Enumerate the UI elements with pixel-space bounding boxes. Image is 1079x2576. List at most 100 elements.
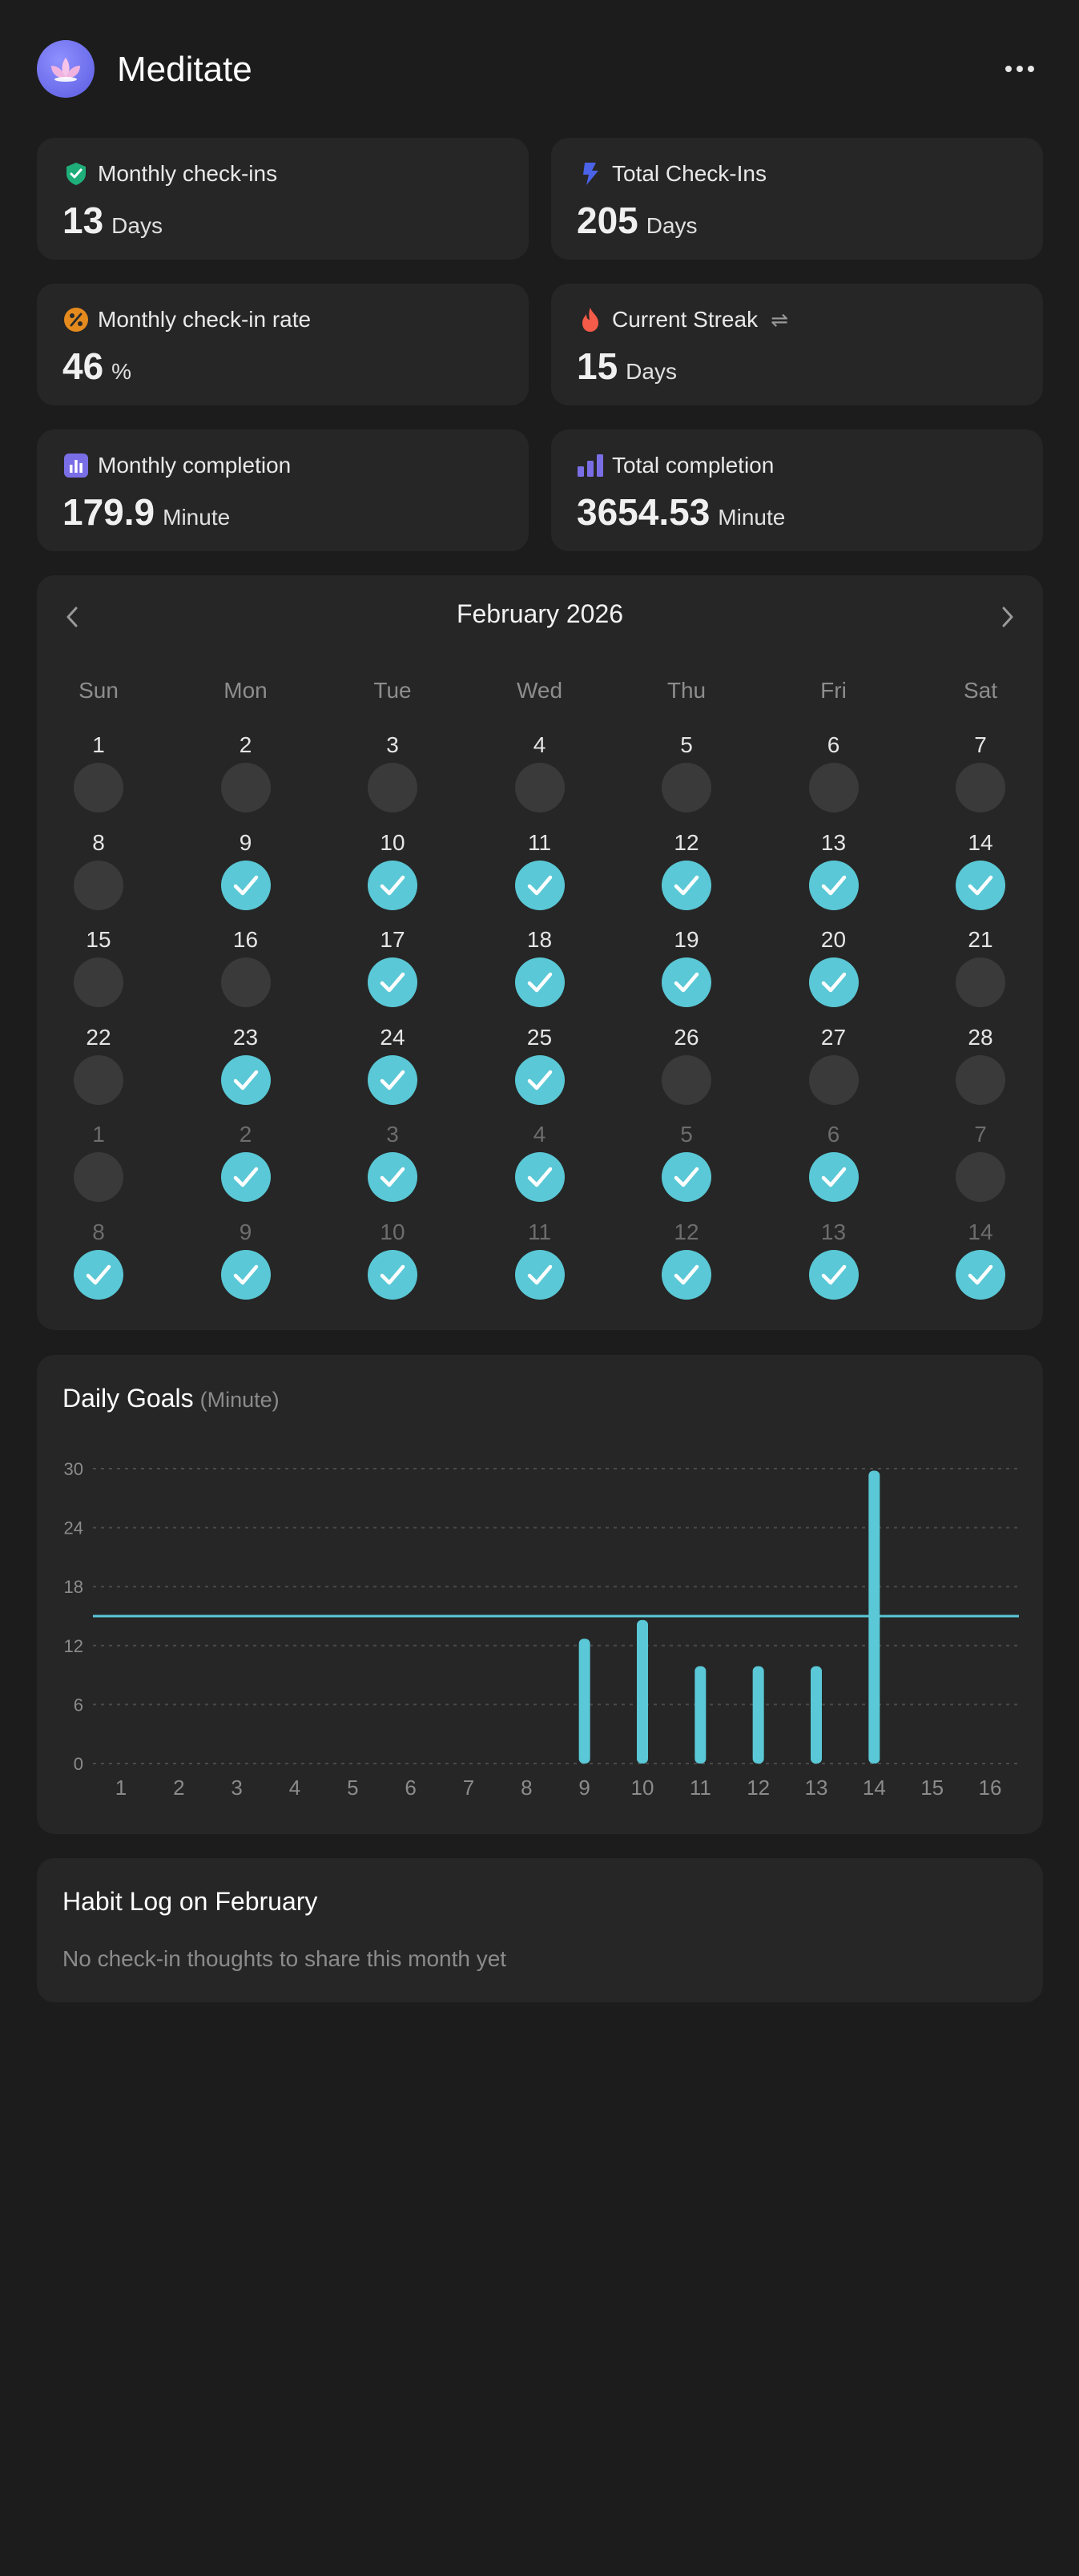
calendar-day[interactable]: 2: [206, 732, 286, 820]
calendar-day[interactable]: 13: [794, 830, 874, 918]
checked-day-circle[interactable]: [220, 860, 271, 910]
calendar-day[interactable]: 9: [206, 830, 286, 918]
checked-day-circle[interactable]: [514, 957, 565, 1008]
swap-icon[interactable]: ⇌: [771, 307, 788, 332]
calendar-day[interactable]: 17: [352, 927, 433, 1015]
calendar-day[interactable]: 20: [794, 927, 874, 1015]
calendar-day[interactable]: 19: [646, 927, 727, 1015]
calendar-day[interactable]: 12: [646, 1219, 727, 1308]
checked-day-circle[interactable]: [514, 1054, 565, 1105]
calendar-day[interactable]: 9: [206, 1219, 286, 1308]
percent-icon: [62, 306, 90, 333]
calendar-day[interactable]: 1: [58, 1122, 139, 1210]
checked-day-circle[interactable]: [808, 1250, 859, 1300]
day-number: 10: [380, 829, 405, 855]
empty-day-circle[interactable]: [74, 957, 123, 1008]
checked-day-circle[interactable]: [662, 1250, 711, 1300]
stat-label: Total completion: [612, 453, 775, 478]
calendar-day[interactable]: 7: [940, 1122, 1021, 1210]
calendar-day[interactable]: 6: [794, 1122, 874, 1210]
empty-day-circle[interactable]: [662, 763, 711, 812]
more-options-icon[interactable]: [997, 46, 1042, 91]
empty-day-circle[interactable]: [956, 1054, 1005, 1105]
stat-value: 15: [577, 345, 618, 387]
calendar-day[interactable]: 27: [794, 1025, 874, 1113]
checked-day-circle[interactable]: [662, 860, 711, 910]
calendar-day[interactable]: 16: [206, 927, 286, 1015]
bar: [752, 1666, 764, 1764]
calendar-day[interactable]: 25: [500, 1025, 580, 1113]
lotus-avatar-icon[interactable]: [37, 40, 95, 98]
checked-day-circle[interactable]: [220, 1152, 271, 1203]
empty-day-circle[interactable]: [956, 1152, 1005, 1203]
checked-day-circle[interactable]: [368, 1152, 417, 1203]
calendar-day[interactable]: 5: [646, 732, 727, 820]
chevron-right-icon[interactable]: [990, 599, 1025, 635]
calendar-day[interactable]: 14: [940, 830, 1021, 918]
empty-day-circle[interactable]: [808, 763, 859, 812]
empty-day-circle[interactable]: [956, 957, 1005, 1008]
calendar-day[interactable]: 8: [58, 830, 139, 918]
calendar-day[interactable]: 12: [646, 830, 727, 918]
empty-day-circle[interactable]: [74, 860, 123, 910]
calendar-day[interactable]: 2: [206, 1122, 286, 1210]
day-number: 6: [827, 1122, 840, 1147]
calendar-day[interactable]: 28: [940, 1025, 1021, 1113]
checked-day-circle[interactable]: [514, 860, 565, 910]
checked-day-circle[interactable]: [368, 957, 417, 1008]
checked-day-circle[interactable]: [956, 860, 1005, 910]
checked-day-circle[interactable]: [368, 1250, 417, 1300]
calendar-day[interactable]: 24: [352, 1025, 433, 1113]
stat-card-monthly-rate: Monthly check-in rate 46%: [37, 284, 529, 405]
calendar-day[interactable]: 5: [646, 1122, 727, 1210]
calendar-day[interactable]: 3: [352, 732, 433, 820]
empty-day-circle[interactable]: [956, 763, 1005, 812]
checked-day-circle[interactable]: [514, 1152, 565, 1203]
calendar-day[interactable]: 23: [206, 1025, 286, 1113]
calendar-day[interactable]: 13: [794, 1219, 874, 1308]
checked-day-circle[interactable]: [808, 957, 859, 1008]
calendar-day[interactable]: 4: [500, 1122, 580, 1210]
calendar-day[interactable]: 8: [58, 1219, 139, 1308]
checked-day-circle[interactable]: [74, 1250, 123, 1300]
chevron-left-icon[interactable]: [54, 599, 90, 635]
habit-log-card: Habit Log on February No check-in though…: [37, 1858, 1043, 2002]
calendar-day[interactable]: 10: [352, 830, 433, 918]
calendar-day[interactable]: 18: [500, 927, 580, 1015]
x-tick-label: 1: [115, 1776, 127, 1800]
calendar-day[interactable]: 10: [352, 1219, 433, 1308]
calendar-day[interactable]: 11: [500, 830, 580, 918]
empty-day-circle[interactable]: [662, 1054, 711, 1105]
calendar-day[interactable]: 26: [646, 1025, 727, 1113]
checked-day-circle[interactable]: [368, 860, 417, 910]
empty-day-circle[interactable]: [808, 1054, 859, 1105]
calendar-day[interactable]: 7: [940, 732, 1021, 820]
checked-day-circle[interactable]: [808, 860, 859, 910]
calendar-day[interactable]: 14: [940, 1219, 1021, 1308]
calendar-day[interactable]: 11: [500, 1219, 580, 1308]
checked-day-circle[interactable]: [220, 1250, 271, 1300]
empty-day-circle[interactable]: [368, 763, 417, 812]
day-number: 3: [386, 1122, 399, 1147]
calendar-day[interactable]: 15: [58, 927, 139, 1015]
empty-day-circle[interactable]: [220, 957, 271, 1008]
calendar-day[interactable]: 22: [58, 1025, 139, 1113]
checked-day-circle[interactable]: [662, 957, 711, 1008]
calendar-day[interactable]: 1: [58, 732, 139, 820]
checked-day-circle[interactable]: [514, 1250, 565, 1300]
empty-day-circle[interactable]: [74, 763, 123, 812]
checked-day-circle[interactable]: [220, 1054, 271, 1105]
checked-day-circle[interactable]: [368, 1054, 417, 1105]
calendar-day[interactable]: 6: [794, 732, 874, 820]
checked-day-circle[interactable]: [808, 1152, 859, 1203]
empty-day-circle[interactable]: [220, 763, 271, 812]
calendar-day[interactable]: 3: [352, 1122, 433, 1210]
checked-day-circle[interactable]: [662, 1152, 711, 1203]
calendar-day[interactable]: 4: [500, 732, 580, 820]
app-header: Meditate: [37, 40, 1042, 99]
empty-day-circle[interactable]: [74, 1054, 123, 1105]
checked-day-circle[interactable]: [956, 1250, 1005, 1300]
empty-day-circle[interactable]: [514, 763, 565, 812]
calendar-day[interactable]: 21: [940, 927, 1021, 1015]
empty-day-circle[interactable]: [74, 1152, 123, 1203]
